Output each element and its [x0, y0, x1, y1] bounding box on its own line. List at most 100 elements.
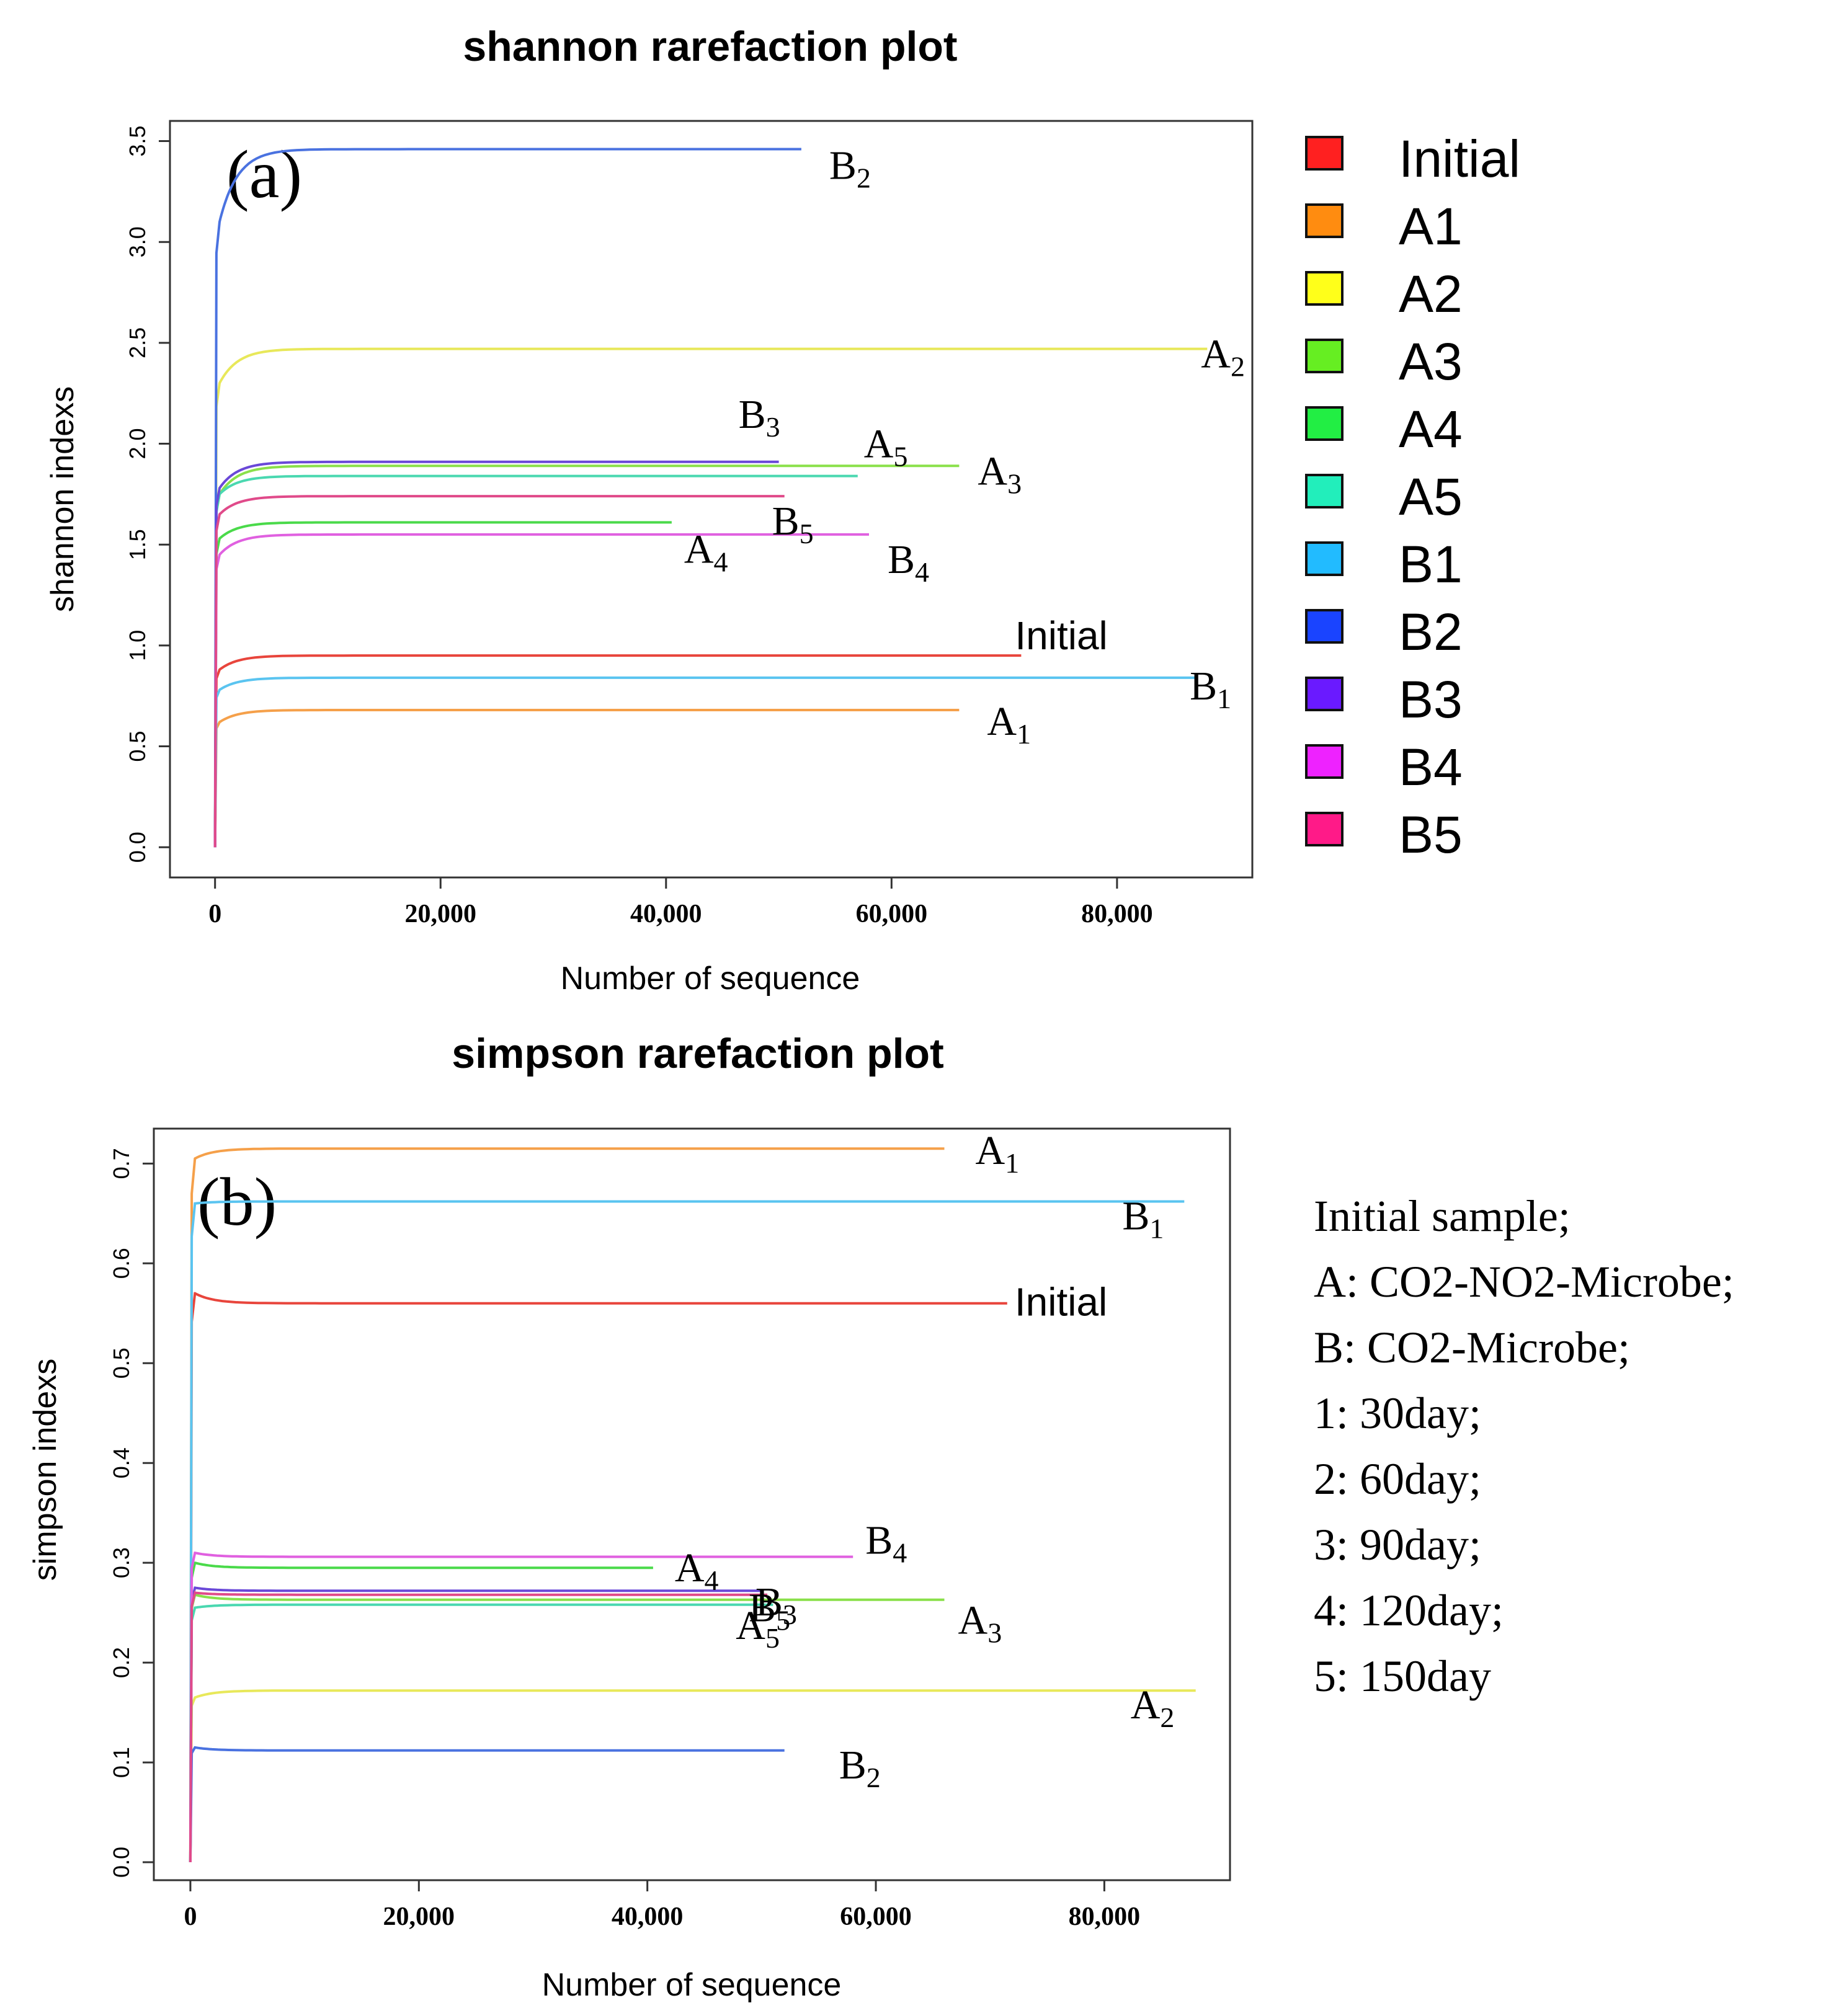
legend-label: B4	[1399, 738, 1463, 796]
legend-swatch	[1305, 744, 1344, 779]
y-tick-label: 3.5	[125, 126, 150, 157]
series-label-b5: B5	[749, 1586, 790, 1636]
series-labels: Initial A1 A2 A3 A4 A5 B1 B2 B3 B4 B5	[684, 143, 1245, 750]
series-label-a3: A3	[958, 1598, 1002, 1649]
series-line-a2	[189, 1689, 1196, 1863]
series-label-a1: A1	[987, 699, 1031, 750]
y-tick-label: 0.0	[109, 1847, 134, 1878]
y-axis: 0.0 0.1 0.2 0.3 0.4 0.5 0.6 0.7	[109, 1148, 155, 1878]
legend-label: A4	[1399, 400, 1463, 458]
x-tick-label: 60,000	[840, 1903, 912, 1931]
series-line-a4	[213, 521, 672, 848]
x-axis: 0 20,000 40,000 60,000 80,000	[208, 876, 1153, 928]
legend-swatch	[1305, 406, 1344, 441]
y-tick-label: 0.3	[109, 1547, 134, 1578]
note-line: Initial sample;	[1314, 1191, 1571, 1241]
x-tick-label: 20,000	[405, 900, 477, 928]
series-label-initial: Initial	[1015, 613, 1107, 658]
series-label-a5: A5	[864, 422, 908, 473]
series-lines	[213, 148, 1208, 848]
y-axis-label: shannon indexs	[45, 386, 81, 612]
legend-label: B3	[1399, 670, 1463, 729]
legend: Initial A1 A2 A3 A4 A5 B1 B2 B3 B4 B5	[1305, 130, 1520, 864]
y-tick-label: 1.5	[125, 529, 150, 560]
x-tick-label: 0	[184, 1903, 197, 1931]
series-label-initial: Initial	[1015, 1280, 1107, 1325]
y-tick-label: 0.1	[109, 1747, 134, 1778]
legend-swatch	[1305, 812, 1344, 846]
note-line: A: CO2-NO2-Microbe;	[1314, 1257, 1734, 1307]
series-label-a5: A5	[736, 1603, 780, 1654]
y-axis-label: simpson indexs	[27, 1359, 63, 1581]
legend-swatch	[1305, 271, 1344, 306]
series-line-b2	[213, 148, 801, 848]
series-line-a3	[189, 1593, 945, 1863]
note-line: 5: 150day	[1314, 1651, 1491, 1701]
series-line-b2	[189, 1746, 785, 1863]
plot-frame	[153, 1127, 1231, 1881]
x-tick-label: 20,000	[383, 1903, 455, 1931]
series-line-a3	[213, 464, 960, 848]
y-tick-label: 0.6	[109, 1248, 134, 1279]
note-line: B: CO2-Microbe;	[1314, 1323, 1630, 1372]
note-line: 2: 60day;	[1314, 1454, 1481, 1504]
series-label-a2: A2	[1131, 1682, 1175, 1733]
legend-swatch	[1305, 677, 1344, 711]
series-line-a2	[213, 347, 1208, 848]
chart-title: simpson rarefaction plot	[452, 1030, 943, 1077]
y-tick-label: 0.4	[109, 1447, 134, 1478]
y-axis: 0.0 0.5 1.0 1.5 2.0 2.5 3.0 3.5	[125, 126, 171, 863]
x-tick-label: 40,000	[612, 1903, 684, 1931]
y-tick-label: 2.5	[125, 327, 150, 358]
y-tick-label: 3.0	[125, 226, 150, 257]
series-line-a5	[189, 1603, 773, 1863]
series-line-a5	[213, 474, 858, 848]
legend-label: B2	[1399, 603, 1463, 661]
series-label-a1: A1	[976, 1128, 1020, 1179]
legend-swatch	[1305, 136, 1344, 171]
legend-swatch	[1305, 474, 1344, 508]
legend-swatch	[1305, 609, 1344, 644]
y-tick-label: 1.0	[125, 630, 150, 661]
legend-label: A2	[1399, 265, 1463, 323]
legend-label: A5	[1399, 468, 1463, 526]
y-tick-label: 0.2	[109, 1647, 134, 1678]
legend-label: B5	[1399, 806, 1463, 864]
note-line: 4: 120day;	[1314, 1586, 1504, 1635]
series-line-a1	[189, 1147, 945, 1863]
x-tick-label: 80,000	[1081, 900, 1153, 928]
series-label-b4: B4	[865, 1518, 907, 1569]
series-label-a4: A4	[675, 1545, 719, 1596]
y-tick-label: 0.5	[109, 1348, 134, 1379]
series-label-b4: B4	[888, 537, 929, 588]
series-line-b1	[213, 676, 1197, 848]
series-line-b5	[189, 1590, 768, 1863]
y-tick-label: 0.7	[109, 1148, 134, 1179]
series-line-b4	[213, 533, 869, 848]
y-tick-label: 0.0	[125, 832, 150, 863]
legend-swatch	[1305, 203, 1344, 238]
series-label-a3: A3	[978, 448, 1022, 499]
legend-notes: Initial sample; A: CO2-NO2-Microbe; B: CO2…	[1314, 1191, 1734, 1701]
series-line-b5	[213, 495, 785, 848]
legend-label: A1	[1399, 197, 1463, 255]
x-axis-label: Number of sequence	[561, 961, 860, 997]
series-label-b5: B5	[772, 499, 814, 549]
note-line: 1: 30day;	[1314, 1388, 1481, 1438]
legend-label: A3	[1399, 332, 1463, 391]
x-tick-label: 0	[208, 900, 221, 928]
series-line-b4	[189, 1552, 853, 1863]
series-label-b2: B2	[839, 1743, 881, 1793]
series-label-b1: B1	[1190, 664, 1231, 714]
shannon-panel: shannon rarefaction plot (a) 0.00.51.01.…	[45, 23, 1520, 997]
y-tick-label: 2.0	[125, 429, 150, 460]
series-line-initial	[213, 654, 1022, 848]
x-tick-label: 40,000	[630, 900, 702, 928]
x-axis-label: Number of sequence	[542, 1967, 842, 2003]
legend-swatch	[1305, 541, 1344, 576]
series-line-b1	[189, 1200, 1185, 1863]
x-tick-label: 60,000	[856, 900, 928, 928]
legend-label: B1	[1399, 535, 1463, 593]
series-lines	[189, 1147, 1196, 1863]
